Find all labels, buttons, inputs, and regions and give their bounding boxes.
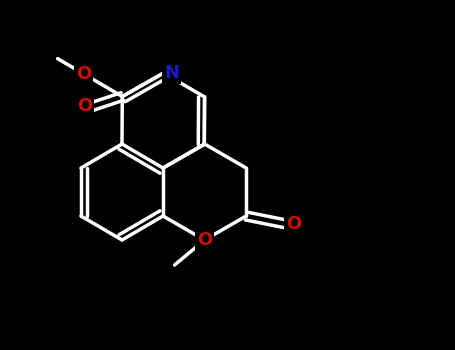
Text: O: O (76, 65, 91, 83)
Text: O: O (197, 231, 212, 249)
Text: O: O (286, 215, 301, 233)
Text: O: O (76, 98, 92, 116)
Text: N: N (164, 64, 179, 82)
